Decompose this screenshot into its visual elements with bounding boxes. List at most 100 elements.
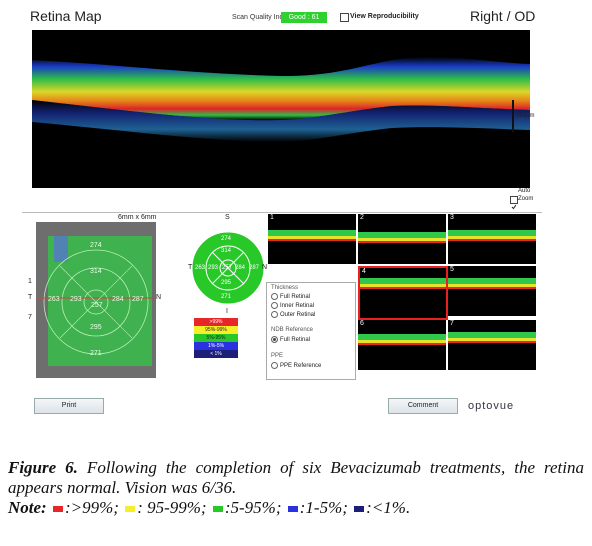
- bscan-thumb-6-image: [358, 334, 446, 345]
- bscan-thumb-5[interactable]: 5: [448, 266, 536, 316]
- fundus-value-temporal-inner: 293: [70, 296, 82, 303]
- map-label-superior: S: [225, 214, 230, 221]
- fundus-value-nasal-inner: 284: [112, 296, 124, 303]
- divider: [22, 212, 542, 213]
- caption-note-label: Note:: [8, 498, 47, 517]
- caption-note-4: :1-5%;: [299, 498, 348, 517]
- option-outer-retinal[interactable]: Outer Retinal: [271, 311, 315, 318]
- fundus-value-center: 257: [91, 302, 103, 309]
- legend-item-5-95: 5%-95%: [194, 334, 238, 342]
- legend-item-gt99: >99%: [194, 318, 238, 326]
- option-ppe-reference[interactable]: PPE Reference: [271, 362, 321, 369]
- caption-note-3: :5-95%;: [224, 498, 282, 517]
- caption-note-2: : 95-99%;: [137, 498, 207, 517]
- caption-text: Following the completion of six Bevacizu…: [8, 458, 584, 497]
- bscan-thumb-1-number: 1: [270, 214, 274, 221]
- quality-label: Scan Quality Index: [232, 14, 291, 21]
- radio-icon: [271, 293, 278, 300]
- fundus-svg: [36, 222, 156, 378]
- thickness-etdrs-map[interactable]: S I T N 274 314 263 293 257 284 287 295 …: [188, 214, 268, 318]
- map-value-inferior: 271: [221, 294, 232, 300]
- bscan-thumb-5-image: [448, 278, 536, 289]
- figure-caption: Figure 6. Following the completion of si…: [8, 458, 584, 518]
- oct-bscan-svg: [32, 56, 530, 142]
- print-button[interactable]: Print: [34, 398, 104, 414]
- etdrs-map-svg: [191, 231, 265, 305]
- display-options-panel: Thickness Full Retinal Inner Retinal Out…: [266, 282, 356, 380]
- radio-icon: [271, 302, 278, 309]
- fundus-value-superior: 274: [90, 242, 102, 249]
- oct-bscan-image[interactable]: [32, 30, 530, 188]
- reproducibility-label[interactable]: View Reproducibility: [350, 13, 419, 20]
- scale-bar: [512, 100, 514, 132]
- reproducibility-checkbox[interactable]: [340, 13, 349, 22]
- option-outer-retinal-label: Outer Retinal: [280, 312, 316, 319]
- option-ndb-full-retinal-label: Full Retinal: [280, 337, 311, 344]
- caption-note-5: :<1%.: [366, 498, 411, 517]
- fundus-size-label: 6mm x 6mm: [118, 214, 157, 221]
- auto-label: Auto: [518, 188, 531, 194]
- bscan-thumb-1[interactable]: 1: [268, 214, 356, 264]
- radio-icon: [271, 362, 278, 369]
- fundus-left-label-t: T: [28, 294, 33, 301]
- map-value-center: 257: [222, 265, 233, 271]
- eye-label: Right / OD: [470, 8, 536, 24]
- thickness-heading: Thickness: [271, 285, 299, 291]
- bscan-thumb-7-image: [448, 332, 536, 343]
- legend-item-lt1: < 1%: [194, 350, 238, 358]
- fundus-left-label-7: 7: [28, 314, 32, 321]
- option-inner-retinal[interactable]: Inner Retinal: [271, 302, 314, 309]
- caption-figure-label: Figure 6.: [8, 458, 78, 477]
- legend-item-95-99: 95%-99%: [194, 326, 238, 334]
- bscan-thumb-1-image: [268, 230, 356, 241]
- option-ndb-full-retinal[interactable]: Full Retinal: [271, 336, 310, 343]
- ndb-reference-heading: NDB Reference: [271, 327, 314, 333]
- bscan-thumb-3[interactable]: 3: [448, 214, 536, 264]
- caption-swatch-yellow: [125, 506, 136, 513]
- map-value-temporal-outer: 263: [195, 265, 206, 271]
- bscan-thumb-4-number: 4: [362, 268, 366, 275]
- fundus-value-inferior: 271: [90, 350, 102, 357]
- bscan-thumb-7-number: 7: [450, 320, 454, 327]
- zoom-checkbox[interactable]: [510, 196, 518, 210]
- bscan-thumb-5-number: 5: [450, 266, 454, 273]
- map-value-temporal-inner: 293: [208, 265, 219, 271]
- caption-swatch-green: [212, 506, 223, 513]
- scale-label: 250µm: [516, 113, 535, 119]
- bscan-thumb-3-image: [448, 230, 536, 241]
- bscan-thumb-2-number: 2: [360, 214, 364, 221]
- option-full-retinal[interactable]: Full Retinal: [271, 293, 310, 300]
- fundus-value-temporal-outer: 263: [48, 296, 60, 303]
- fundus-left-label-1: 1: [28, 278, 32, 285]
- quality-badge: Good : 61: [281, 12, 327, 23]
- fundus-value-nasal-outer: 287: [132, 296, 144, 303]
- bscan-thumb-2[interactable]: 2: [358, 214, 446, 264]
- legend-item-1-5: 1%-5%: [194, 342, 238, 350]
- map-value-nasal-inner: 284: [235, 265, 246, 271]
- map-value-inner-superior: 314: [221, 248, 232, 254]
- zoom-label[interactable]: Zoom: [518, 196, 534, 202]
- window-title: Retina Map: [30, 8, 102, 24]
- caption-swatch-navy: [354, 506, 365, 513]
- bscan-thumb-6-number: 6: [360, 320, 364, 327]
- bscan-thumbnail-grid: 1 2 3 4 5 6 7: [268, 214, 536, 370]
- bscan-thumb-3-number: 3: [450, 214, 454, 221]
- fundus-value-inner-superior: 314: [90, 268, 102, 275]
- brand-logo: optovue: [468, 400, 515, 412]
- caption-swatch-red: [52, 506, 63, 513]
- caption-note-1: :>99%;: [64, 498, 119, 517]
- comment-button[interactable]: Comment: [388, 398, 458, 414]
- fundus-thickness-overlay[interactable]: [36, 222, 156, 378]
- bscan-thumb-6[interactable]: 6: [358, 320, 446, 370]
- radio-selected-icon: [271, 336, 278, 343]
- option-full-retinal-label: Full Retinal: [280, 294, 311, 301]
- bscan-thumb-2-image: [358, 232, 446, 243]
- fundus-value-inner-inferior: 295: [90, 324, 102, 331]
- map-value-nasal-outer: 287: [249, 265, 260, 271]
- map-label-inferior: I: [226, 308, 228, 315]
- bscan-thumb-4-selected[interactable]: 4: [358, 266, 448, 320]
- map-label-nasal: N: [262, 264, 268, 271]
- bscan-thumb-4-image: [360, 278, 446, 289]
- check-icon: [511, 204, 517, 210]
- bscan-thumb-7[interactable]: 7: [448, 320, 536, 370]
